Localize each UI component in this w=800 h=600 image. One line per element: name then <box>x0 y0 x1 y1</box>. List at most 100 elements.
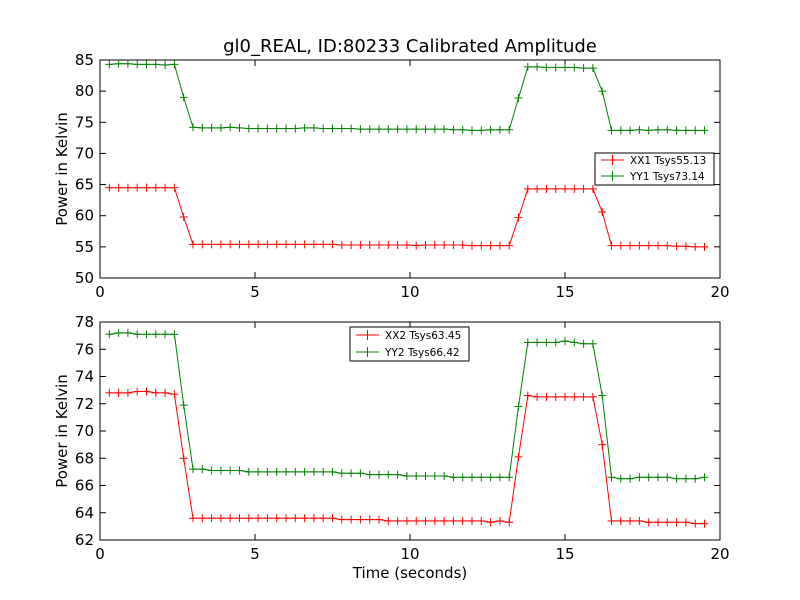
data-point <box>458 473 467 482</box>
data-point <box>607 126 616 135</box>
data-point <box>412 516 421 525</box>
data-point <box>477 241 486 250</box>
legend-label-yy1: YY1 Tsys73.14 <box>629 171 705 183</box>
bottom-y-tick-label: 78 <box>75 313 94 331</box>
data-point <box>533 184 542 193</box>
data-point <box>458 125 467 134</box>
data-point <box>179 212 188 221</box>
data-point <box>300 514 309 523</box>
data-point <box>207 240 216 249</box>
data-point <box>170 60 179 69</box>
bottom-y-tick-label: 70 <box>75 422 94 440</box>
data-point <box>319 467 328 476</box>
top-x-tick-label: 10 <box>400 283 419 301</box>
data-point <box>533 338 542 347</box>
data-point <box>551 63 560 72</box>
data-point <box>179 454 188 463</box>
data-point <box>263 514 272 523</box>
data-point <box>254 240 263 249</box>
data-point <box>105 388 114 397</box>
data-point <box>635 125 644 134</box>
data-point <box>105 60 114 69</box>
data-point <box>616 516 625 525</box>
data-point <box>347 124 356 133</box>
top-legend: XX1 Tsys55.13 YY1 Tsys73.14 <box>594 152 715 186</box>
data-point <box>598 440 607 449</box>
data-point <box>291 467 300 476</box>
chart-title: gl0_REAL, ID:80233 Calibrated Amplitude <box>223 36 597 57</box>
data-point <box>384 516 393 525</box>
data-point <box>319 240 328 249</box>
data-point <box>523 391 532 400</box>
data-point <box>393 240 402 249</box>
data-point <box>272 124 281 133</box>
data-point <box>449 125 458 134</box>
data-point <box>626 474 635 483</box>
top-legend-box <box>594 152 715 186</box>
top-series <box>105 59 709 251</box>
data-point <box>207 514 216 523</box>
data-point <box>412 125 421 134</box>
data-point <box>347 469 356 478</box>
data-point <box>161 330 170 339</box>
data-point <box>384 240 393 249</box>
data-point <box>654 473 662 482</box>
data-point <box>263 124 272 133</box>
data-point <box>421 125 430 134</box>
data-point <box>142 330 151 339</box>
data-point <box>458 240 467 249</box>
data-point <box>561 337 569 346</box>
bottom-y-tick-label: 76 <box>75 340 94 358</box>
data-point <box>663 473 672 482</box>
data-point <box>691 242 700 251</box>
data-point <box>672 474 681 483</box>
top-y-axis-label: Power in Kelvin <box>53 112 71 226</box>
bottom-ticks: 0 5 10 15 20 62 64 66 68 70 72 74 76 78 <box>75 313 730 563</box>
data-point <box>449 473 458 482</box>
data-point <box>170 390 179 399</box>
data-point <box>254 467 263 476</box>
data-point <box>495 241 504 250</box>
data-point <box>170 330 179 339</box>
data-point <box>244 467 253 476</box>
data-point <box>440 125 449 134</box>
data-point <box>561 184 569 193</box>
data-point <box>356 515 365 524</box>
data-point <box>477 473 486 482</box>
data-point <box>226 240 235 249</box>
data-point <box>495 125 504 134</box>
data-point <box>198 514 207 523</box>
data-point <box>309 467 318 476</box>
data-point <box>198 465 207 474</box>
data-point <box>440 240 449 249</box>
data-point <box>486 241 495 250</box>
data-point <box>254 124 263 133</box>
data-point <box>691 126 700 135</box>
data-point <box>402 471 411 480</box>
data-point <box>607 473 616 482</box>
data-point <box>691 474 700 483</box>
data-point <box>328 467 337 476</box>
data-point <box>663 125 672 134</box>
data-point <box>402 125 411 134</box>
data-point <box>402 240 411 249</box>
bottom-x-tick-label: 0 <box>95 545 105 563</box>
top-y-tick-label: 75 <box>75 113 94 131</box>
data-point <box>458 516 467 525</box>
data-point <box>244 514 253 523</box>
data-point <box>551 184 560 193</box>
data-point <box>207 123 216 132</box>
data-point <box>244 124 253 133</box>
data-point <box>533 392 542 401</box>
data-point <box>235 466 244 475</box>
bottom-y-tick-label: 72 <box>75 395 94 413</box>
data-point <box>291 514 300 523</box>
bottom-series <box>105 328 709 528</box>
data-point <box>142 183 151 192</box>
data-point <box>337 240 346 249</box>
data-point <box>588 184 597 193</box>
data-point <box>365 515 374 524</box>
data-point <box>393 516 402 525</box>
data-point <box>468 126 476 135</box>
